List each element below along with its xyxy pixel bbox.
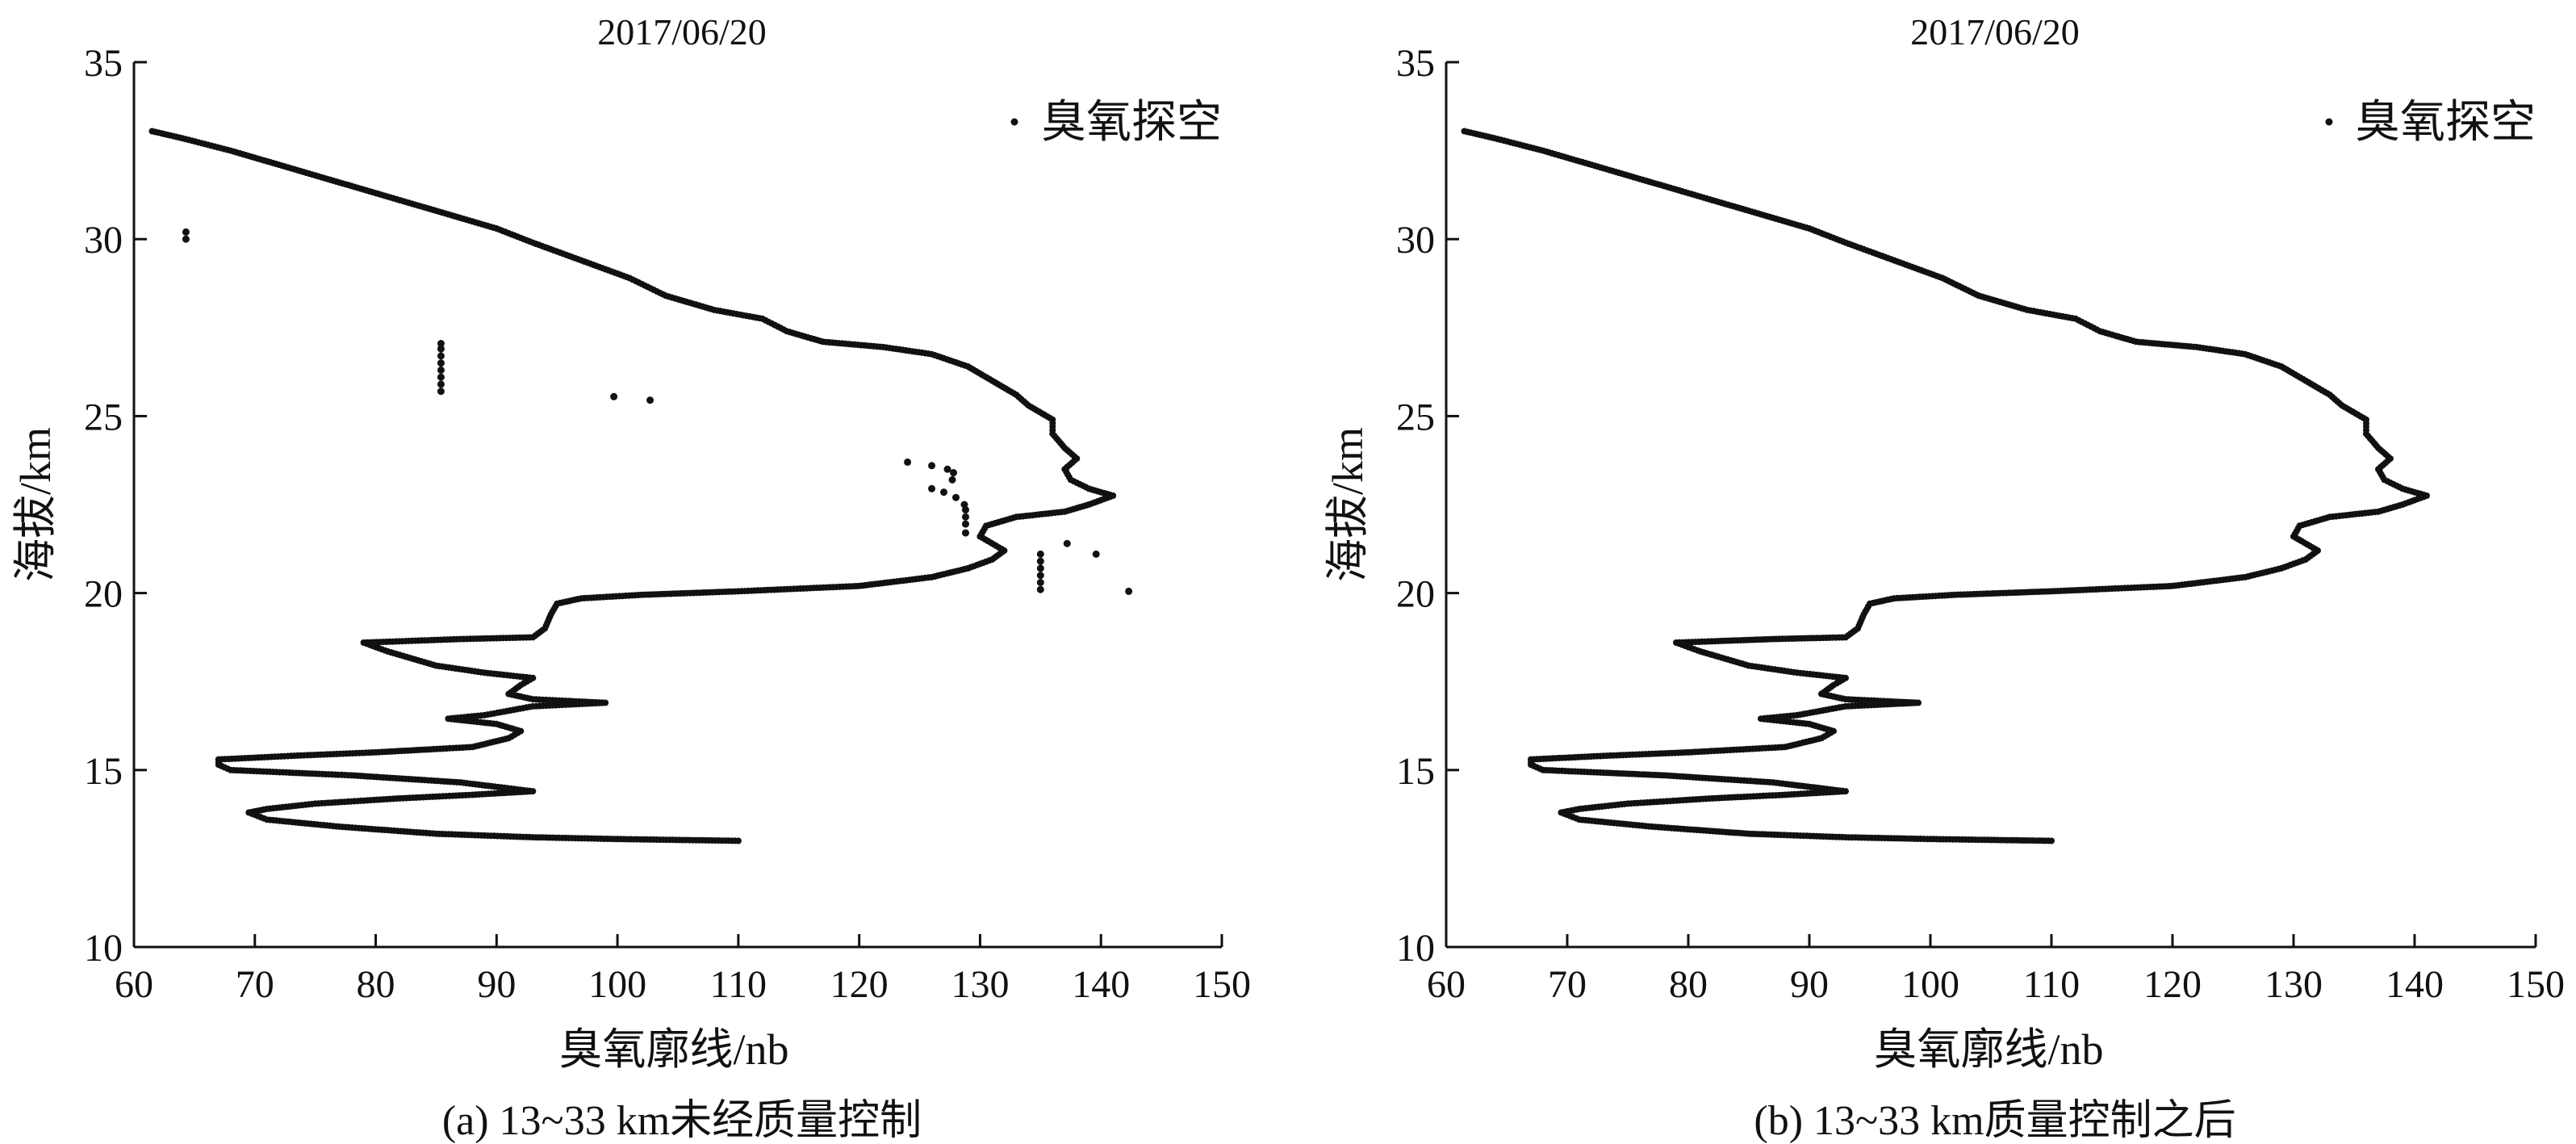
x-ticks-b: 60 70 80 90 100 110 120 130 140 150 (1427, 934, 2565, 1006)
y-tick-label: 25 (84, 396, 123, 438)
outlier-point (182, 228, 190, 236)
y-ticks-a: 10 15 20 25 30 35 (84, 42, 147, 970)
y-tick-label: 20 (1396, 573, 1435, 616)
outlier-point (437, 340, 445, 348)
outlier-point (437, 345, 445, 353)
outlier-point (948, 476, 956, 484)
outlier-point (1036, 578, 1044, 586)
y-tick-label: 30 (84, 219, 123, 262)
outlier-point (1063, 539, 1071, 547)
x-tick-label: 130 (951, 963, 1009, 1006)
x-tick-label: 110 (710, 963, 767, 1006)
x-tick-label: 120 (2143, 963, 2202, 1006)
outlier-point (1036, 572, 1044, 580)
caption-b: (b) 13~33 km质量控制之后 (1754, 1098, 2235, 1144)
x-tick-label: 70 (236, 963, 274, 1006)
panel-b: 2017/06/20 60 70 80 90 100 110 120 130 140 150 10… (1324, 11, 2565, 1144)
series-points-b (1461, 128, 2430, 844)
data-point (1461, 128, 1468, 135)
x-tick-label: 130 (2264, 963, 2323, 1006)
y-axis-label-a: 海拔/km (11, 427, 60, 582)
outlier-point (437, 352, 445, 360)
series-points-a (148, 128, 1117, 844)
outlier-point (182, 235, 190, 243)
outlier-point (646, 396, 654, 404)
x-tick-label: 80 (1669, 963, 1708, 1006)
legend-a: 臭氧探空 (1010, 98, 1222, 148)
x-tick-label: 110 (2023, 963, 2080, 1006)
y-tick-label: 30 (1396, 219, 1435, 262)
outlier-point (951, 493, 960, 501)
x-tick-label: 140 (1072, 963, 1130, 1006)
outlier-point (949, 469, 957, 477)
x-tick-label: 100 (588, 963, 646, 1006)
chart-title-b: 2017/06/20 (1910, 11, 2080, 52)
outlier-point (610, 392, 618, 400)
outlier-point (961, 520, 969, 528)
outlier-point (928, 484, 936, 492)
legend-label-a: 臭氧探空 (1041, 98, 1222, 148)
outlier-point (940, 488, 948, 497)
outlier-point (1036, 557, 1044, 565)
x-tick-label: 90 (1790, 963, 1829, 1006)
x-axis-label-a: 臭氧廓线/nb (558, 1025, 788, 1074)
y-tick-label: 35 (84, 42, 123, 85)
y-tick-label: 10 (84, 927, 123, 970)
outlier-point (1036, 550, 1044, 558)
y-tick-label: 15 (1396, 750, 1435, 793)
x-tick-label: 150 (2507, 963, 2565, 1006)
x-tick-label: 70 (1548, 963, 1587, 1006)
y-tick-label: 10 (1396, 927, 1435, 970)
legend-marker-b (2325, 118, 2333, 126)
chart-title-a: 2017/06/20 (597, 11, 767, 52)
x-tick-label: 100 (1901, 963, 1959, 1006)
outlier-point (1036, 564, 1044, 572)
x-ticks-a: 60 70 80 90 100 110 120 130 140 150 (115, 934, 1251, 1006)
x-axis-label-b: 臭氧廓线/nb (1873, 1025, 2103, 1074)
outlier-point (437, 380, 445, 388)
outlier-point (961, 513, 969, 521)
y-axis-label-b: 海拔/km (1324, 427, 1372, 582)
outlier-point (1125, 587, 1133, 595)
outlier-point (437, 373, 445, 381)
outlier-point (1092, 550, 1100, 558)
outlier-point (437, 388, 445, 396)
outlier-point (437, 359, 445, 367)
outlier-point (1036, 585, 1044, 593)
x-tick-label: 140 (2386, 963, 2444, 1006)
outlier-point (928, 462, 936, 470)
outlier-point (961, 506, 969, 514)
plot-area-a: 60 70 80 90 100 110 120 130 140 150 10 15 20 25 30 35 (84, 42, 1251, 1006)
caption-a: (a) 13~33 km未经质量控制 (442, 1098, 922, 1144)
legend-label-b: 臭氧探空 (2355, 98, 2536, 148)
x-tick-label: 120 (830, 963, 889, 1006)
outlier-point (904, 458, 912, 466)
data-point (148, 128, 156, 135)
plot-area-b: 60 70 80 90 100 110 120 130 140 150 10 15 20 25 30 35 (1396, 42, 2565, 1006)
outlier-point (943, 465, 951, 473)
x-tick-label: 60 (115, 963, 153, 1006)
y-tick-label: 35 (1396, 42, 1435, 85)
y-tick-label: 15 (84, 750, 123, 793)
x-tick-label: 150 (1193, 963, 1251, 1006)
legend-marker-a (1010, 118, 1018, 126)
outlier-point (961, 529, 969, 537)
x-tick-label: 60 (1427, 963, 1466, 1006)
legend-b: 臭氧探空 (2325, 98, 2536, 148)
x-tick-label: 90 (477, 963, 516, 1006)
panel-a: 2017/06/20 60 70 80 90 100 110 120 130 140 150 10… (11, 11, 1251, 1144)
outlier-points-a (182, 228, 1133, 595)
y-ticks-b: 10 15 20 25 30 35 (1396, 42, 1459, 970)
x-tick-label: 80 (357, 963, 395, 1006)
y-tick-label: 25 (1396, 396, 1435, 438)
outlier-point (437, 366, 445, 374)
y-tick-label: 20 (84, 573, 123, 616)
